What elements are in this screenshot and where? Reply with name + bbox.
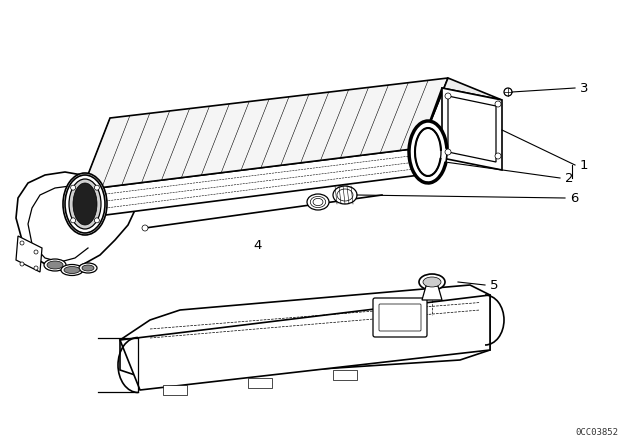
Polygon shape bbox=[16, 236, 42, 272]
Ellipse shape bbox=[79, 263, 97, 273]
Ellipse shape bbox=[333, 186, 357, 204]
Ellipse shape bbox=[63, 173, 107, 235]
Ellipse shape bbox=[61, 264, 83, 276]
Circle shape bbox=[34, 266, 38, 270]
Text: 0CC03852: 0CC03852 bbox=[575, 428, 618, 437]
Text: 6: 6 bbox=[570, 191, 579, 204]
Circle shape bbox=[20, 262, 24, 266]
Circle shape bbox=[142, 225, 148, 231]
Polygon shape bbox=[442, 88, 502, 170]
Polygon shape bbox=[16, 172, 135, 272]
Ellipse shape bbox=[64, 267, 80, 273]
Ellipse shape bbox=[423, 277, 441, 287]
Circle shape bbox=[94, 218, 99, 223]
FancyBboxPatch shape bbox=[379, 304, 421, 331]
Circle shape bbox=[94, 185, 99, 190]
Ellipse shape bbox=[73, 183, 97, 225]
FancyBboxPatch shape bbox=[373, 298, 427, 337]
Text: 2: 2 bbox=[565, 172, 573, 185]
Ellipse shape bbox=[47, 261, 63, 269]
Ellipse shape bbox=[82, 265, 94, 271]
Polygon shape bbox=[82, 148, 420, 218]
Polygon shape bbox=[120, 285, 490, 380]
Ellipse shape bbox=[419, 274, 445, 290]
Bar bbox=[333, 370, 357, 380]
Polygon shape bbox=[82, 78, 448, 190]
Text: 3: 3 bbox=[580, 82, 589, 95]
Bar bbox=[248, 378, 272, 388]
Circle shape bbox=[445, 149, 451, 155]
Circle shape bbox=[504, 88, 512, 96]
Ellipse shape bbox=[307, 194, 329, 210]
Text: 4: 4 bbox=[254, 238, 262, 251]
Circle shape bbox=[445, 93, 451, 99]
Ellipse shape bbox=[44, 259, 66, 271]
Ellipse shape bbox=[409, 121, 447, 183]
Ellipse shape bbox=[415, 128, 441, 176]
Circle shape bbox=[495, 101, 501, 107]
Ellipse shape bbox=[69, 179, 101, 229]
Polygon shape bbox=[120, 295, 490, 390]
Text: 1: 1 bbox=[580, 159, 589, 172]
Text: 5: 5 bbox=[490, 279, 499, 292]
Circle shape bbox=[495, 153, 501, 159]
Circle shape bbox=[20, 241, 24, 245]
Circle shape bbox=[34, 250, 38, 254]
Polygon shape bbox=[420, 78, 502, 148]
Circle shape bbox=[70, 185, 76, 190]
Circle shape bbox=[70, 218, 76, 223]
Polygon shape bbox=[422, 286, 442, 300]
Bar bbox=[163, 385, 187, 395]
